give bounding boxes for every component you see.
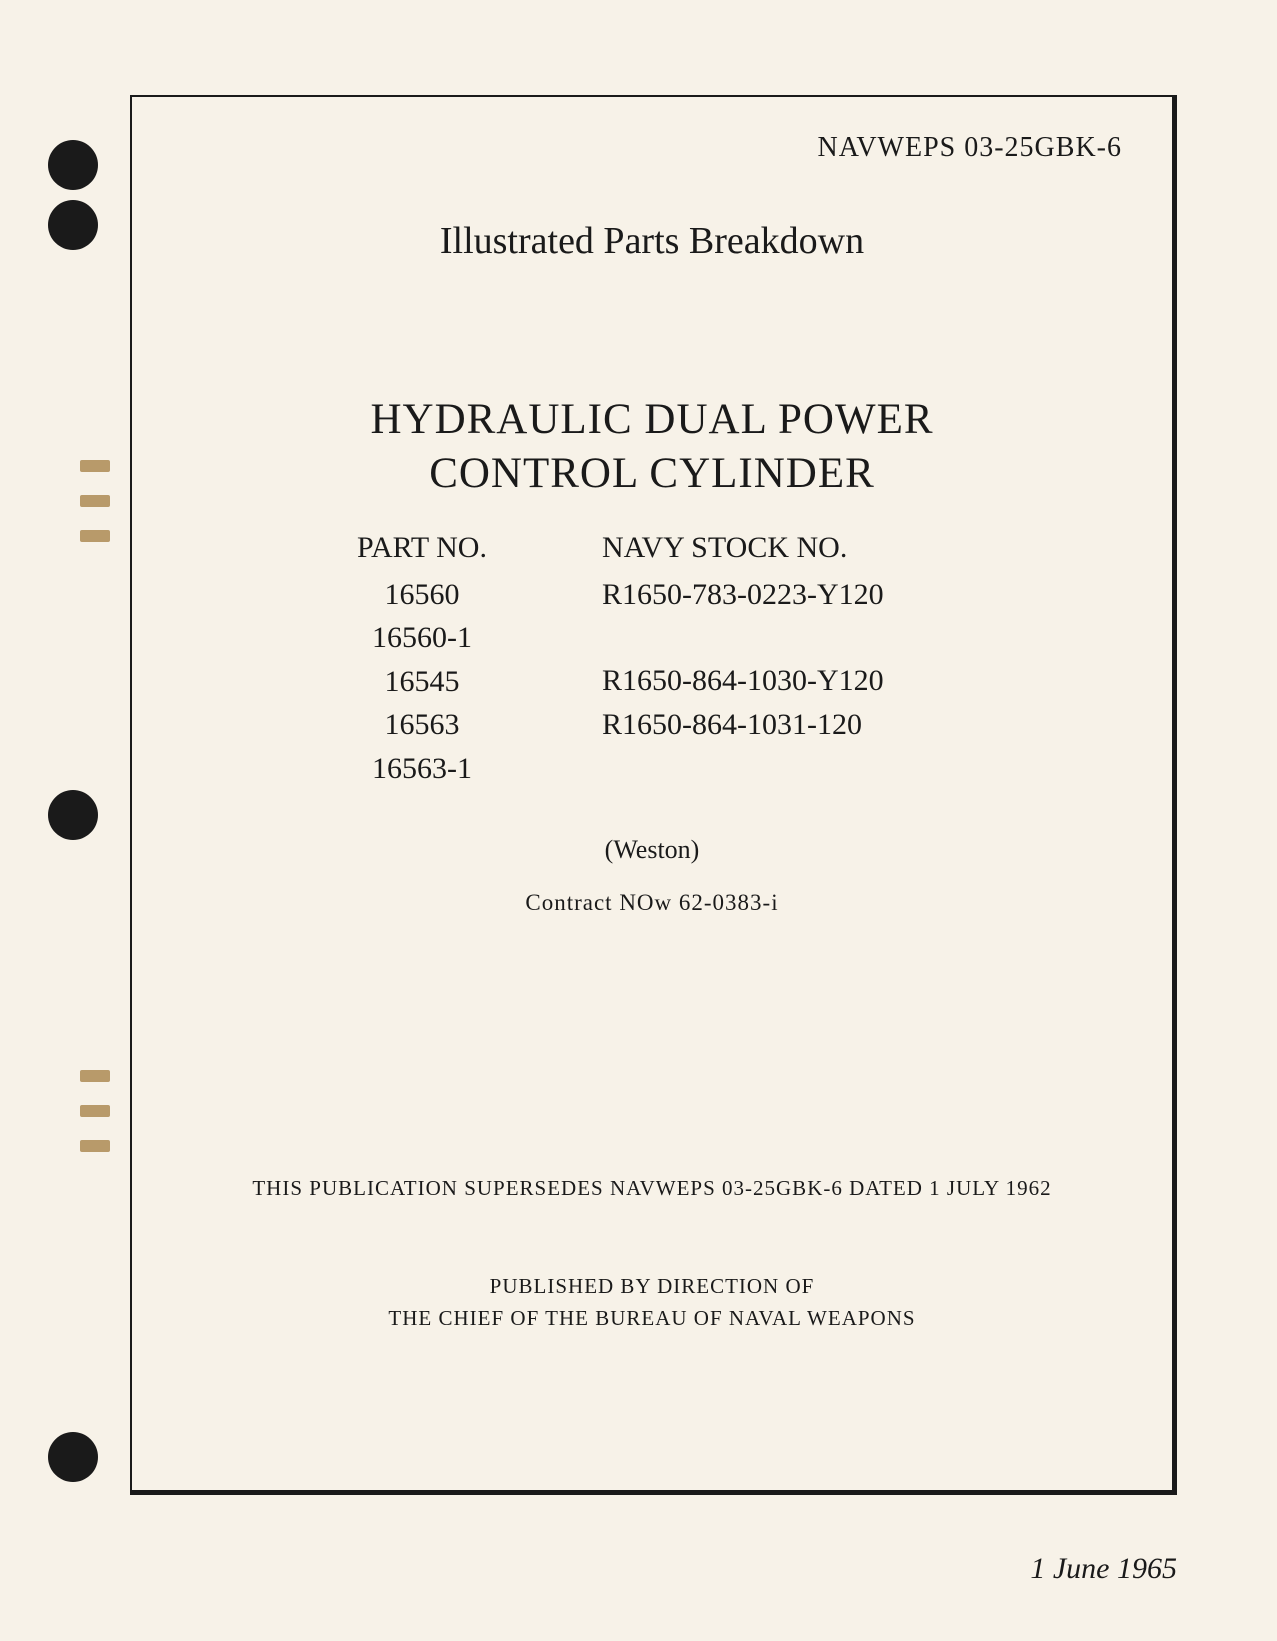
published-line-2: THE CHIEF OF THE BUREAU OF NAVAL WEAPONS: [388, 1306, 915, 1330]
stock-row: R1650-864-1031-120: [602, 703, 982, 747]
contract-number: Contract NOw 62-0383-i: [182, 890, 1122, 916]
document-page: NAVWEPS 03-25GBK-6 Illustrated Parts Bre…: [0, 0, 1277, 1641]
page-wear-mark: [80, 460, 110, 472]
document-number: NAVWEPS 03-25GBK-6: [182, 132, 1122, 164]
supersedes-notice: THIS PUBLICATION SUPERSEDES NAVWEPS 03-2…: [182, 1176, 1122, 1201]
binder-hole: [48, 140, 98, 190]
title-line-1: HYDRAULIC DUAL POWER: [370, 396, 933, 443]
page-wear-mark: [80, 495, 110, 507]
stock-row: [602, 746, 982, 789]
stock-header: NAVY STOCK NO.: [602, 531, 982, 565]
page-wear-mark: [80, 1105, 110, 1117]
content-border: NAVWEPS 03-25GBK-6 Illustrated Parts Bre…: [130, 95, 1177, 1495]
document-subtitle: Illustrated Parts Breakdown: [182, 219, 1122, 263]
document-title: HYDRAULIC DUAL POWER CONTROL CYLINDER: [182, 393, 1122, 501]
stock-row: R1650-783-0223-Y120: [602, 573, 982, 617]
part-row: 16563-1: [322, 747, 522, 791]
page-wear-mark: [80, 1140, 110, 1152]
page-wear-mark: [80, 1070, 110, 1082]
title-line-2: CONTROL CYLINDER: [429, 450, 875, 497]
manufacturer-name: (Weston): [182, 835, 1122, 865]
part-row: 16560: [322, 573, 522, 617]
page-wear-mark: [80, 530, 110, 542]
stock-row: [602, 616, 982, 659]
part-row: 16563: [322, 703, 522, 747]
publisher-notice: PUBLISHED BY DIRECTION OF THE CHIEF OF T…: [182, 1271, 1122, 1334]
part-header: PART NO.: [322, 531, 522, 565]
stock-row: R1650-864-1030-Y120: [602, 659, 982, 703]
part-row: 16560-1: [322, 616, 522, 660]
publication-date: 1 June 1965: [1030, 1552, 1177, 1586]
parts-table: PART NO. 16560 16560-1 16545 16563 16563…: [182, 531, 1122, 791]
part-number-column: PART NO. 16560 16560-1 16545 16563 16563…: [322, 531, 522, 791]
binder-hole: [48, 200, 98, 250]
published-line-1: PUBLISHED BY DIRECTION OF: [490, 1274, 815, 1298]
part-row: 16545: [322, 660, 522, 704]
binder-hole: [48, 1432, 98, 1482]
binder-hole: [48, 790, 98, 840]
stock-number-column: NAVY STOCK NO. R1650-783-0223-Y120 R1650…: [602, 531, 982, 791]
